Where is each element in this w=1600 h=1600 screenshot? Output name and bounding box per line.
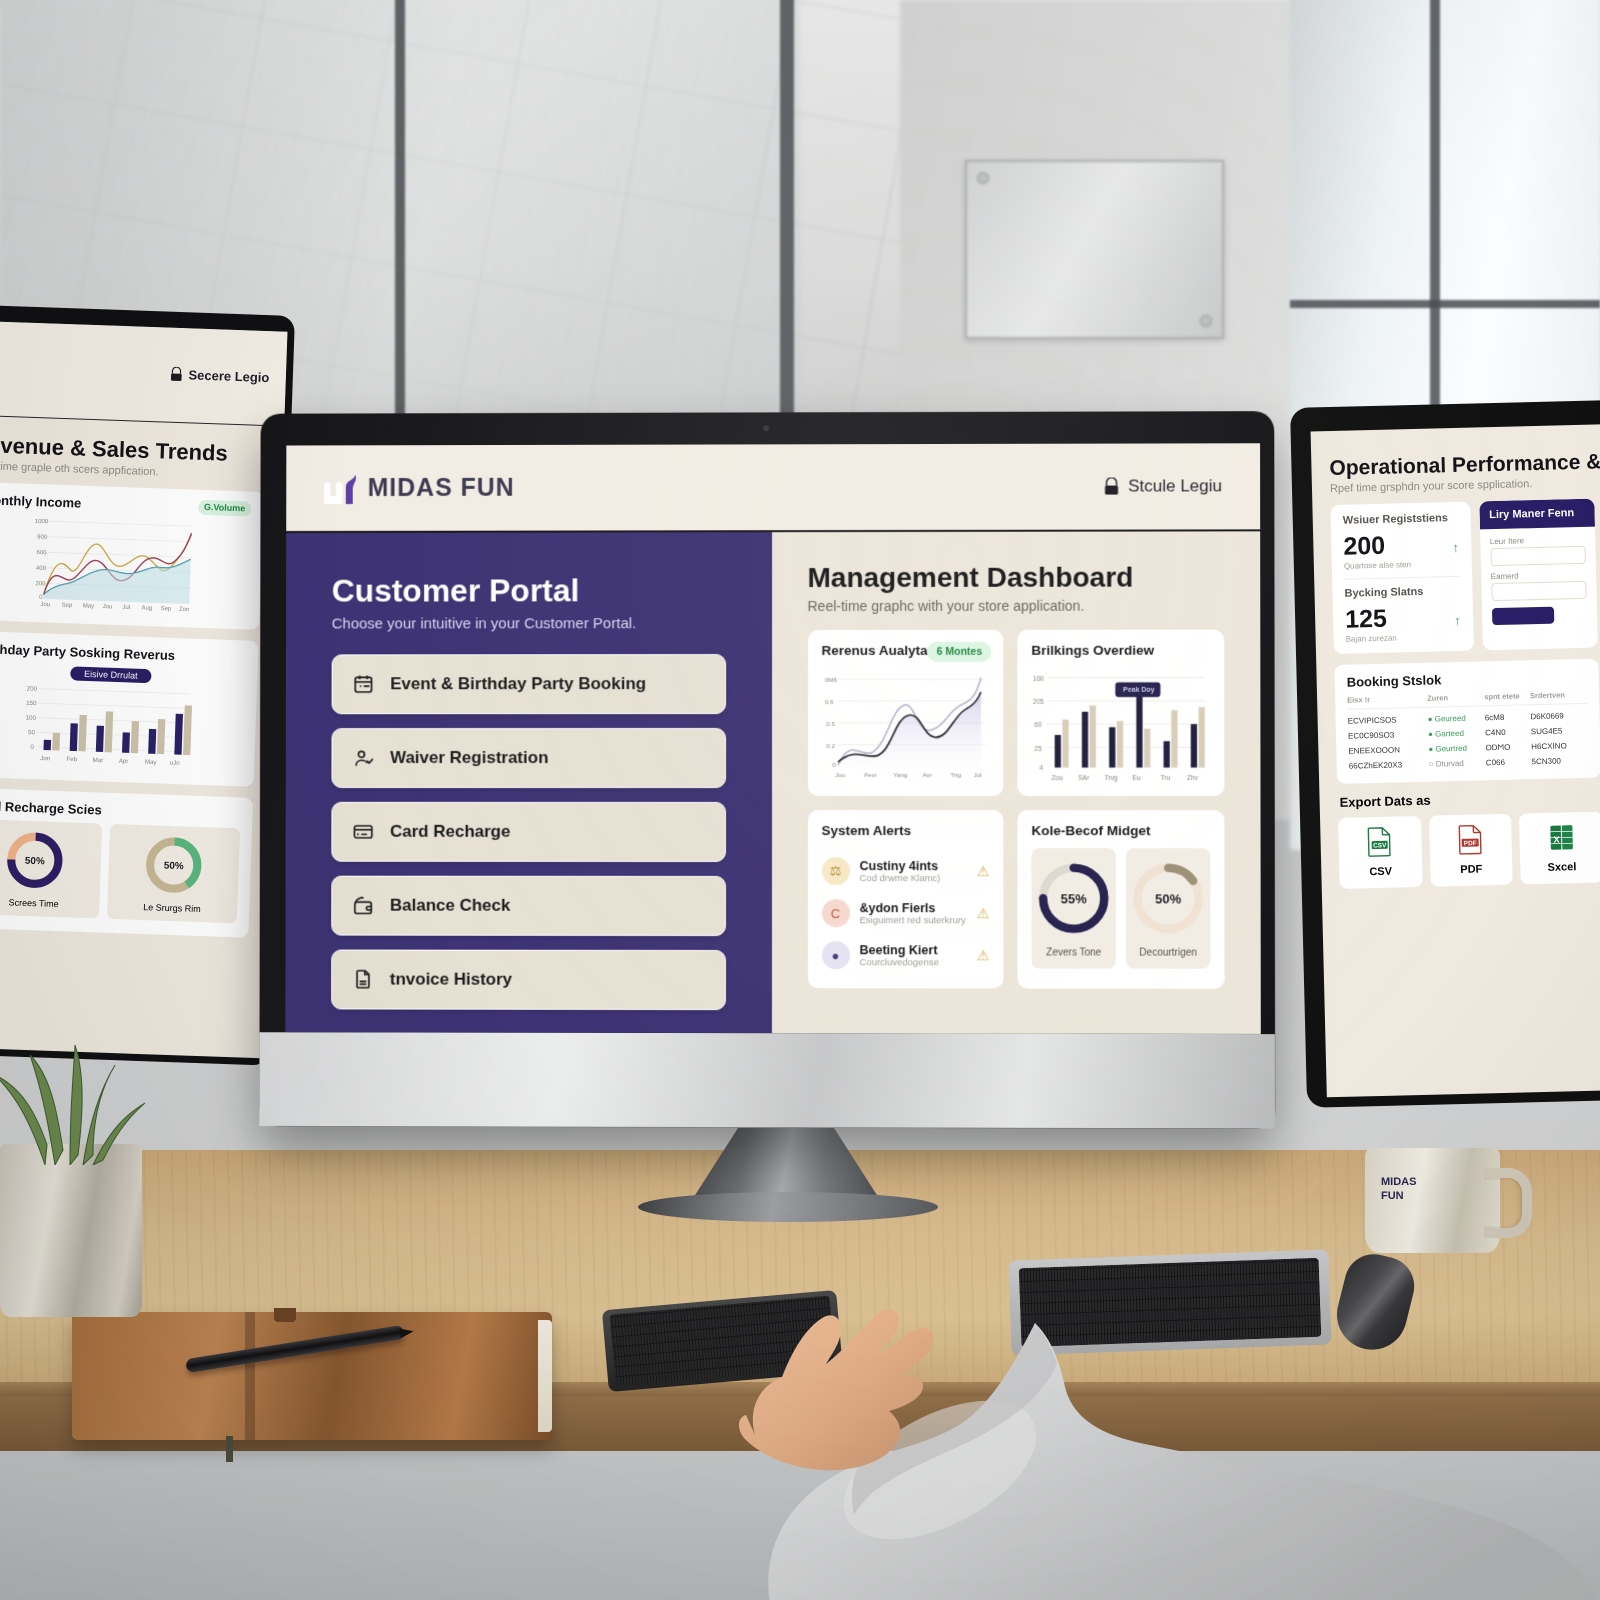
svg-text:Sep: Sep	[161, 606, 173, 612]
svg-text:Sep: Sep	[62, 602, 74, 608]
svg-text:900: 900	[37, 534, 48, 540]
svg-text:50%: 50%	[25, 855, 45, 867]
svg-text:50%: 50%	[1155, 891, 1182, 906]
svg-text:Fevr: Fevr	[864, 772, 876, 779]
svg-text:Zon: Zon	[179, 606, 190, 612]
svg-text:Yang: Yang	[893, 772, 908, 779]
svg-text:0.6: 0.6	[824, 699, 833, 706]
svg-text:Trvg: Trvg	[1104, 775, 1117, 782]
svg-text:PDF: PDF	[1464, 840, 1477, 847]
svg-text:Aug: Aug	[141, 605, 152, 611]
svg-text:Zhv: Zhv	[1187, 775, 1199, 782]
svg-text:Zou: Zou	[1052, 775, 1064, 782]
svg-text:50: 50	[28, 729, 36, 736]
svg-text:4: 4	[1039, 765, 1043, 772]
svg-text:X: X	[1553, 835, 1559, 845]
svg-text:55%: 55%	[1061, 891, 1088, 906]
svg-text:50%: 50%	[163, 860, 183, 872]
svg-text:Jol: Jol	[973, 772, 981, 779]
svg-text:Tru: Tru	[1160, 775, 1170, 782]
svg-text:400: 400	[36, 565, 47, 571]
svg-text:Jul: Jul	[122, 604, 130, 610]
svg-text:May: May	[145, 758, 158, 765]
svg-text:May: May	[83, 603, 95, 609]
svg-text:0.2: 0.2	[826, 743, 835, 750]
svg-text:150: 150	[26, 699, 37, 706]
svg-text:205: 205	[1033, 699, 1044, 706]
svg-text:SAr: SAr	[1078, 775, 1090, 782]
svg-text:Avr: Avr	[922, 772, 931, 779]
svg-text:600: 600	[36, 550, 47, 556]
svg-text:CSV: CSV	[1373, 842, 1387, 849]
svg-text:Mar: Mar	[92, 756, 103, 763]
svg-text:60: 60	[1035, 723, 1043, 730]
svg-text:Jou: Jou	[835, 772, 846, 779]
svg-text:Jon: Jon	[40, 755, 51, 762]
svg-text:0.5: 0.5	[826, 721, 835, 728]
svg-text:Eu: Eu	[1132, 775, 1140, 782]
svg-text:uJn: uJn	[170, 759, 181, 766]
svg-text:Jou: Jou	[40, 601, 50, 607]
svg-text:0: 0	[832, 763, 836, 770]
svg-text:Trtg: Trtg	[950, 772, 961, 779]
svg-text:Apr: Apr	[119, 757, 129, 764]
svg-text:100: 100	[26, 714, 37, 721]
svg-text:1000: 1000	[35, 518, 49, 524]
svg-text:Feb: Feb	[66, 755, 77, 762]
svg-text:200: 200	[35, 581, 46, 587]
svg-text:200: 200	[27, 685, 38, 692]
svg-text:25: 25	[1035, 746, 1043, 753]
svg-text:0: 0	[30, 743, 34, 750]
svg-text:0: 0	[39, 594, 43, 600]
svg-text:Jou: Jou	[103, 604, 113, 610]
